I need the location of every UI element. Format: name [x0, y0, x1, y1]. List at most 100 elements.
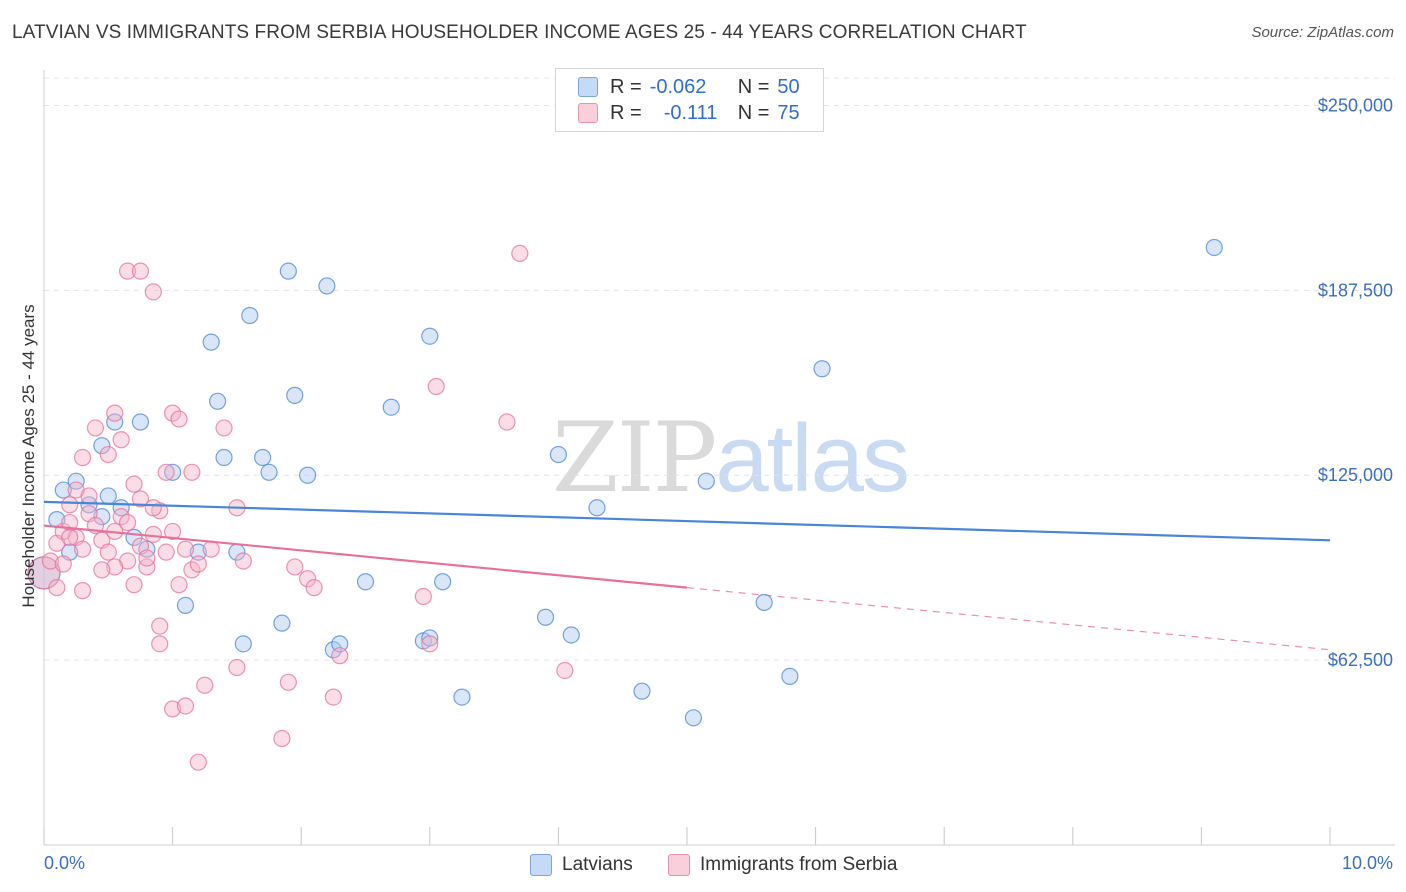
serbia-point — [131, 490, 150, 508]
latvian-point — [549, 445, 568, 464]
serbia-point — [164, 404, 182, 422]
latvian-point — [54, 481, 72, 499]
latvian-point — [324, 641, 342, 659]
serbia-point — [331, 647, 349, 665]
serbia-point — [125, 475, 143, 493]
latvian-point — [382, 398, 400, 416]
serbia-point — [215, 419, 233, 437]
legend-row-serbia: R = -0.111 N = 75 — [578, 100, 800, 126]
latvian-point — [99, 487, 117, 505]
latvian-point — [421, 327, 439, 345]
y-tick-label: $125,000 — [1318, 465, 1393, 485]
latvian-point — [536, 608, 555, 626]
latvian-point — [93, 508, 111, 526]
r-label: R = — [610, 101, 642, 124]
serbia-point — [106, 558, 124, 576]
latvian-point — [164, 463, 182, 481]
latvian-point — [331, 635, 349, 653]
latvian-point — [684, 709, 703, 727]
x-tick-label: 10.0% — [1342, 853, 1393, 873]
legend-label-latvians: Latvians — [562, 854, 633, 875]
serbia-point — [131, 262, 150, 280]
serbia-point — [73, 540, 92, 558]
watermark: ZIPatlas — [552, 402, 910, 514]
serbia-point — [164, 522, 182, 541]
serbia-point — [61, 496, 79, 514]
latvian-point — [80, 496, 98, 514]
latvian-point — [176, 596, 195, 615]
serbia-point — [164, 700, 182, 718]
x-tick-label: 0.0% — [44, 853, 85, 873]
r-label: R = — [610, 75, 642, 98]
serbia-point — [99, 445, 117, 464]
y-axis-title: Householder Income Ages 25 - 44 years — [19, 304, 38, 607]
r-value: -0.062 — [649, 75, 707, 98]
serbia-point — [305, 579, 323, 597]
serbia-point — [228, 658, 246, 677]
correlation-legend: R = -0.062 N = 50 R = -0.111 N = 75 — [555, 68, 824, 132]
y-tick-label: $187,500 — [1318, 280, 1393, 300]
gridlines — [44, 77, 1395, 661]
serbia-point — [299, 570, 317, 588]
serbia-point — [176, 540, 195, 558]
y-tick-labels: $62,500 $125,000 $187,500 $250,000 — [1318, 95, 1393, 670]
serbia-point — [234, 552, 252, 570]
latvian-point — [93, 437, 111, 455]
latvian-point — [189, 543, 207, 561]
serbia-point — [170, 576, 188, 594]
serbia-point — [196, 676, 214, 694]
serbia-point — [61, 528, 79, 546]
latvian-point — [273, 614, 291, 632]
latvian-point — [299, 466, 317, 484]
trend-lines — [43, 500, 1331, 651]
serbia-point — [511, 244, 529, 262]
latvian-point — [215, 448, 233, 467]
serbia-point — [151, 617, 169, 635]
latvian-trend-line — [43, 500, 1331, 542]
serbia-trend-line — [43, 524, 688, 589]
r-value: -0.111 — [663, 101, 718, 124]
serbia-point — [86, 419, 105, 437]
latvian-point — [356, 573, 375, 591]
latvian-point — [562, 626, 580, 644]
latvian-point — [202, 333, 220, 351]
n-value: 75 — [777, 101, 800, 124]
legend-item-serbia: Immigrants from Serbia — [668, 852, 897, 878]
legend-row-latvians: R = -0.062 N = 50 — [578, 74, 800, 100]
latvian-point — [697, 472, 715, 490]
n-value: 50 — [777, 75, 800, 98]
serbia-point — [54, 555, 72, 573]
serbia-point — [157, 543, 175, 561]
y-tick-label: $250,000 — [1318, 95, 1393, 115]
serbia-point — [118, 262, 137, 280]
latvian-point — [241, 306, 259, 325]
latvian-point — [286, 386, 304, 404]
x-tick-labels: 0.0% 10.0% — [44, 853, 1393, 873]
serbia-point — [144, 283, 162, 301]
serbia-point — [176, 697, 195, 715]
watermark-zip: ZIP — [552, 402, 717, 514]
serbia-point — [324, 688, 342, 706]
serbia-point — [183, 463, 201, 481]
serbia-point — [73, 582, 92, 600]
latvian-point — [106, 413, 124, 431]
latvian-point — [421, 629, 439, 647]
serbia-point — [189, 555, 207, 573]
serbia-point — [93, 561, 111, 579]
legend-item-latvians: Latvians — [530, 852, 633, 878]
axes — [43, 70, 1395, 846]
latvian-point — [260, 463, 278, 481]
serbia-point — [421, 635, 439, 653]
serbia-point — [170, 410, 188, 428]
latvian-point — [755, 593, 773, 612]
latvian-point — [781, 667, 799, 685]
latvian-point — [813, 360, 831, 378]
serbia-point — [99, 543, 117, 561]
serbia-point — [125, 576, 143, 594]
watermark-atlas: atlas — [715, 405, 910, 512]
n-label: N = — [737, 75, 770, 98]
serbia-point — [112, 431, 130, 449]
data-points — [27, 238, 1223, 771]
serbia-point — [427, 377, 445, 396]
